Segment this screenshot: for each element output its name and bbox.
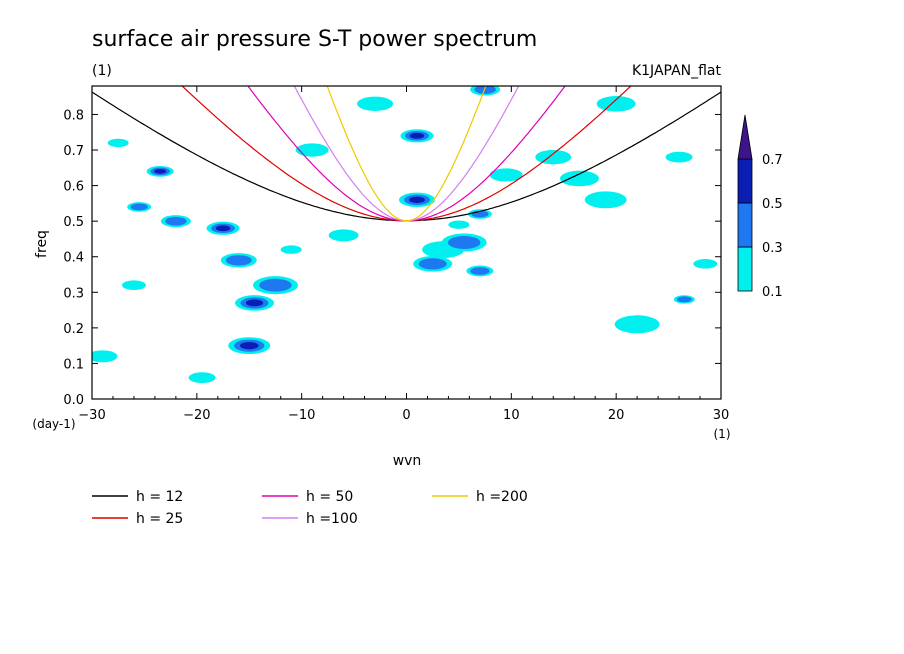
contour-patch <box>400 129 434 143</box>
x-tick-label: −10 <box>288 408 315 423</box>
x-axis-label: wvn <box>393 453 422 469</box>
contour-patch <box>470 86 501 96</box>
chart-title: surface air pressure S-T power spectrum <box>92 27 537 52</box>
contour-patch <box>280 245 302 254</box>
contour-patch <box>127 202 152 212</box>
colorbar-label: 0.3 <box>762 241 783 256</box>
contour-patch <box>357 96 394 111</box>
y-tick-label: 0.2 <box>63 322 84 337</box>
x-axis: −30 −20 −10 0 10 20 30 <box>78 86 729 423</box>
colorbar-segment <box>737 202 753 248</box>
colorbar-extend-arrow <box>737 114 753 160</box>
contour-patch <box>160 215 191 228</box>
y-tick-label: 0.8 <box>63 108 84 123</box>
y-tick-label: 0.5 <box>63 215 84 230</box>
contour-fill-layer <box>92 86 718 384</box>
x-unit-label: (1) <box>714 427 731 441</box>
x-tick-label: 0 <box>402 408 410 423</box>
y-tick-label: 0.0 <box>63 393 84 408</box>
legend-label: h =100 <box>306 511 358 527</box>
units-left: (1) <box>92 63 112 79</box>
units-right: K1JAPAN_flat <box>632 63 722 79</box>
contour-patch <box>206 221 240 235</box>
contour-patch <box>467 209 492 219</box>
contour-patch <box>535 149 572 165</box>
contour-patch <box>188 372 216 384</box>
dispersion-curve <box>326 86 487 222</box>
colorbar-label: 0.1 <box>762 285 783 300</box>
legend: h = 12 h = 25 h = 50 h =100 h =200 <box>92 489 528 527</box>
colorbar-segment <box>737 158 753 204</box>
contour-patch <box>295 143 329 157</box>
contour-patch <box>413 256 453 272</box>
contour-patch <box>441 233 487 252</box>
y-tick-label: 0.1 <box>63 357 84 372</box>
contour-patch <box>234 295 274 311</box>
contour-patch <box>693 259 718 269</box>
contour-patch <box>220 253 257 268</box>
x-tick-label: 20 <box>608 408 625 423</box>
contour-patch <box>614 315 660 334</box>
y-tick-label: 0.3 <box>63 286 84 301</box>
contour-patch <box>596 95 636 112</box>
contour-patch <box>559 170 599 187</box>
contour-patch <box>448 220 470 229</box>
colorbar-label: 0.5 <box>762 197 783 212</box>
legend-label: h = 12 <box>136 489 183 505</box>
y-tick-label: 0.6 <box>63 180 84 195</box>
contour-patch <box>466 265 494 277</box>
contour-patch <box>107 138 129 148</box>
y-tick-label: 0.7 <box>63 144 84 159</box>
legend-label: h = 50 <box>306 489 353 505</box>
contour-patch <box>673 295 695 304</box>
contour-patch <box>665 151 693 163</box>
contour-patch <box>252 276 298 295</box>
y-tick-label: 0.4 <box>63 251 84 266</box>
x-tick-label: −30 <box>78 408 105 423</box>
contour-patch <box>146 165 174 177</box>
contour-patch <box>489 168 523 182</box>
legend-label: h = 25 <box>136 511 183 527</box>
contour-patch <box>121 280 146 290</box>
colorbar-segment <box>737 246 753 292</box>
contour-patch <box>228 337 271 355</box>
legend-label: h =200 <box>476 489 528 505</box>
x-tick-label: 10 <box>503 408 520 423</box>
contour-patch <box>92 350 118 363</box>
contour-patch <box>398 192 435 208</box>
y-axis: 0.0 0.1 0.2 0.3 0.4 0.5 0.6 0.7 0.8 <box>63 108 721 408</box>
x-tick-label: −20 <box>183 408 210 423</box>
x-tick-label: 30 <box>713 408 730 423</box>
contour-patch <box>584 191 627 209</box>
colorbar: 0.1 0.3 0.5 0.7 <box>737 114 783 300</box>
contour-patch <box>328 229 359 242</box>
y-unit-label: (day-1) <box>32 417 75 431</box>
colorbar-label: 0.7 <box>762 153 783 168</box>
y-axis-label: freq <box>34 230 50 258</box>
dispersion-curve-layer <box>92 86 721 222</box>
